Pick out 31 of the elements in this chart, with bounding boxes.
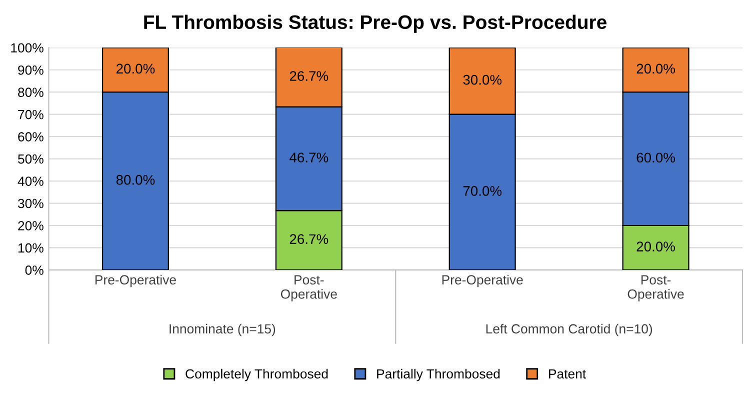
data-label: 20.0% (116, 64, 155, 74)
y-tick-label: 40% (18, 176, 44, 186)
y-tick-label: 50% (18, 154, 44, 164)
data-label: 80.0% (116, 174, 155, 185)
data-label: 60.0% (636, 152, 675, 163)
data-label: 46.7% (290, 152, 328, 162)
chart-title: FL Thrombosis Status: Pre-Op vs. Post-Procedure (144, 14, 606, 33)
data-label: 20.0% (636, 64, 675, 74)
text: Innominate (n=15) (170, 324, 276, 336)
data-label: 26.7% (290, 71, 328, 81)
y-tick-label: 90% (18, 65, 44, 75)
x-tick-label: Pre-Operative (95, 274, 176, 288)
y-tick-label: 30% (18, 198, 44, 208)
data-label: 20.0% (636, 242, 675, 252)
y-tick-label: 20% (18, 221, 44, 230)
data-label: 26.7% (290, 234, 328, 244)
y-tick-label: 100% (11, 43, 44, 53)
text: Left Common Carotid (n=10) (486, 324, 652, 336)
data-label: 30.0% (463, 74, 502, 85)
legend-label: Patent (549, 369, 586, 379)
x-tick-label: Post- Operative (628, 275, 684, 302)
x-tick-label: Post- Operative (280, 275, 337, 302)
y-tick-label: 10% (18, 243, 44, 253)
data-label: 70.0% (463, 186, 502, 196)
y-tick-label: 60% (18, 132, 44, 142)
legend-label: Partially Thrombosed (377, 368, 500, 382)
y-tick-label: 70% (18, 110, 44, 120)
x-tick-label: Pre-Operative (442, 274, 523, 288)
legend-label: Completely Thrombosed (186, 368, 328, 382)
y-tick-label: 0% (25, 266, 44, 275)
y-tick-label: 80% (18, 88, 44, 98)
